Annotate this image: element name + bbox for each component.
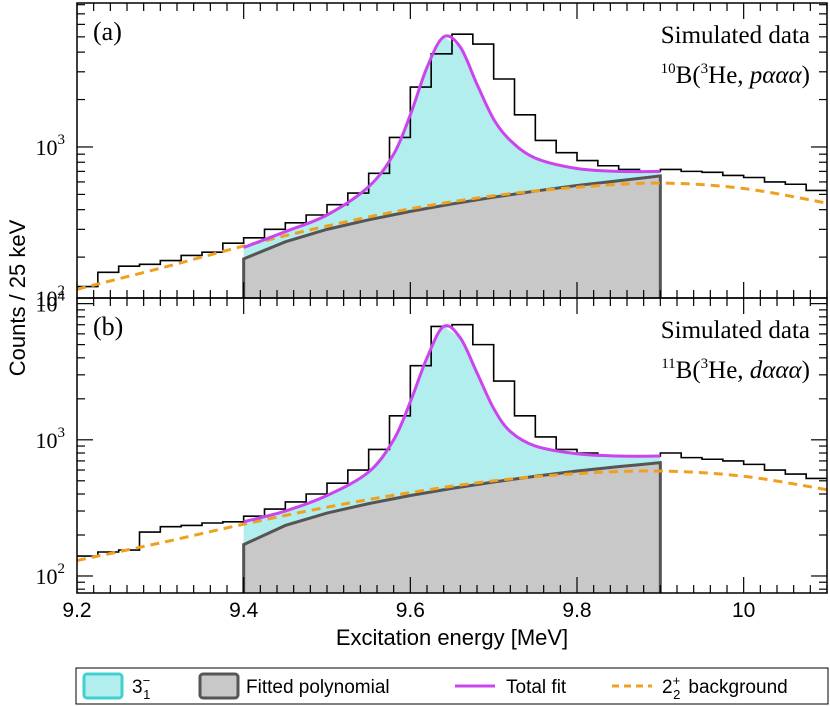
y-axis-label: Counts / 25 keV [5,219,30,376]
panel-b-reaction: 11B(3He, dααα) [661,356,810,384]
panel-a-reaction-mass: 10 [661,61,676,77]
panel-b-reaction-projmass: 3 [701,356,709,372]
panel-b-annotation: Simulated data [661,317,810,344]
panel-b-label: (b) [93,312,123,341]
legend-swatch-polynomial [198,672,240,700]
legend-bg-suffix: background [688,677,787,698]
panel-b: 102 103 104 9.2 9.4 9.6 9.8 10 (b) Simulated d… [36,289,828,622]
panel-a-annotation: Simulated data [661,22,810,49]
x-tick-label: 9.8 [562,599,591,622]
legend-peak-sup: − [143,673,151,688]
panel-a-polynomial-line [242,174,662,298]
panel-a-reaction-close: ) [802,62,810,89]
x-tick-label: 9.6 [396,599,425,622]
x-tick-label: 10 [732,599,755,622]
panel-b-y-tick-label: 102 [36,561,66,589]
panel-a-data-histogram [77,33,827,288]
panel-b-reaction-proj: He, [708,357,750,384]
legend-bg-sup: + [673,673,681,688]
panel-b-total-fit [243,324,661,524]
legend-bg-sub: 2 [673,687,680,702]
panel-a-polynomial-fill [243,175,661,298]
panel-b-y-tick-label: 104 [36,289,66,317]
panel-b-polynomial-line [242,460,662,593]
legend-swatch-peak [82,672,124,700]
panel-b-peak-fill [243,326,661,545]
legend-peak-base: 3 [132,677,143,698]
panel-b-reaction-ejectile: dααα [750,357,803,384]
legend-label-background: 2+ 2 background [662,673,788,702]
panel-a-reaction-projmass: 3 [701,61,709,77]
legend-label-polynomial: Fitted polynomial [246,677,390,698]
x-tick-label: 9.2 [62,599,91,622]
panel-a-reaction-proj: He, [708,62,750,89]
panel-b-reaction-close: ) [802,357,810,384]
panel-a-reaction-elem: B( [676,62,701,89]
x-tick-label: 9.4 [229,599,259,622]
panel-b-reaction-mass: 11 [661,356,675,372]
panel-b-polynomial-fill [243,462,661,593]
panel-a-background-curve [76,181,828,291]
legend-peak-sub: 1 [143,687,150,702]
legend-bg-base: 2 [662,677,673,698]
panel-a-label: (a) [93,17,122,46]
panel-b-background-curve [76,469,828,562]
legend: 3− 1 Fitted polynomial Total fit 2+ 2 backg… [75,667,829,705]
panel-a-total-fit [243,34,661,249]
panel-a-reaction: 10B(3He, pααα) [661,61,810,89]
legend-label-peak: 3− 1 [132,673,150,702]
panel-b-reaction-elem: B( [676,357,701,384]
panel-b-y-tick-label: 103 [36,425,66,453]
panel-a-reaction-ejectile: pααα [748,62,803,89]
x-axis-label: Excitation energy [MeV] [336,625,568,650]
panel-a-y-tick-label: 103 [36,132,66,160]
legend-label-total-fit: Total fit [506,677,567,698]
panel-a-y-tick-label: 102 [36,283,66,311]
